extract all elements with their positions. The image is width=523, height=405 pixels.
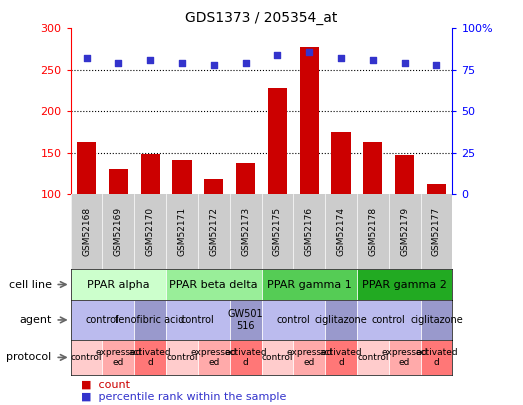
Point [146,57,154,63]
Bar [325,340,357,375]
Text: PPAR gamma 1: PPAR gamma 1 [267,279,351,290]
Text: cell line: cell line [8,279,51,290]
Bar [420,340,452,375]
Bar [300,47,319,194]
Bar [230,340,262,375]
Bar [262,300,325,340]
Text: GSM52171: GSM52171 [177,207,187,256]
Text: ciglitazone: ciglitazone [410,315,463,325]
Bar [166,269,262,300]
Bar [134,300,166,340]
Bar [357,300,420,340]
Bar [71,340,103,375]
Bar [262,340,293,375]
Text: ■  percentile rank within the sample: ■ percentile rank within the sample [81,392,287,402]
Text: PPAR gamma 2: PPAR gamma 2 [362,279,447,290]
Text: agent: agent [19,315,51,325]
Bar [325,300,357,340]
Text: GSM52169: GSM52169 [114,207,123,256]
Bar [109,168,128,194]
Text: GSM52173: GSM52173 [241,207,250,256]
Bar [166,300,230,340]
Point [433,62,441,68]
Bar [204,179,223,194]
Point [210,62,218,68]
Bar [230,300,262,340]
Bar [389,340,420,375]
Text: control: control [181,315,215,325]
Text: GSM52174: GSM52174 [336,207,346,256]
Bar [77,142,96,194]
Text: activated
d: activated d [320,348,362,367]
Text: fenofibric acid: fenofibric acid [116,315,185,325]
Text: PPAR alpha: PPAR alpha [87,279,150,290]
Point [178,60,186,66]
Bar [262,269,357,300]
Text: GSM52178: GSM52178 [368,207,378,256]
Text: GSM52177: GSM52177 [432,207,441,256]
Text: control: control [262,353,293,362]
Bar [166,340,198,375]
Text: control: control [372,315,406,325]
Text: activated
d: activated d [415,348,458,367]
Point [369,57,377,63]
Text: expressed
ed: expressed ed [190,348,237,367]
Bar [363,142,382,194]
Text: GSM52168: GSM52168 [82,207,91,256]
Text: GSM52176: GSM52176 [305,207,314,256]
Text: control: control [71,353,103,362]
Point [242,60,250,66]
Text: GSM52175: GSM52175 [273,207,282,256]
Text: control: control [86,315,119,325]
Text: protocol: protocol [6,352,51,362]
Bar [71,300,134,340]
Bar [420,300,452,340]
Text: ■  count: ■ count [81,380,130,390]
Text: ciglitazone: ciglitazone [315,315,368,325]
Bar [395,155,414,194]
Bar [332,132,350,194]
Point [273,52,281,58]
Text: PPAR beta delta: PPAR beta delta [169,279,258,290]
Bar [71,269,166,300]
Bar [357,269,452,300]
Bar [103,340,134,375]
Bar [141,154,160,194]
Point [114,60,122,66]
Bar [357,340,389,375]
Text: expressed
ed: expressed ed [381,348,428,367]
Bar [198,340,230,375]
Text: expressed
ed: expressed ed [286,348,333,367]
Bar [268,88,287,194]
Text: expressed
ed: expressed ed [95,348,142,367]
Text: GSM52172: GSM52172 [209,207,218,256]
Text: GW501
516: GW501 516 [228,309,264,331]
Point [337,55,345,62]
Text: control: control [277,315,310,325]
Text: control: control [357,353,389,362]
Bar [427,183,446,194]
Text: control: control [166,353,198,362]
Bar [293,340,325,375]
Bar [173,160,191,194]
Point [401,60,409,66]
Text: GSM52179: GSM52179 [400,207,409,256]
Bar [134,340,166,375]
Point [82,55,90,62]
Text: activated
d: activated d [224,348,267,367]
Title: GDS1373 / 205354_at: GDS1373 / 205354_at [185,11,338,25]
Point [305,48,313,55]
Text: activated
d: activated d [129,348,172,367]
Text: GSM52170: GSM52170 [145,207,155,256]
Bar [236,163,255,194]
